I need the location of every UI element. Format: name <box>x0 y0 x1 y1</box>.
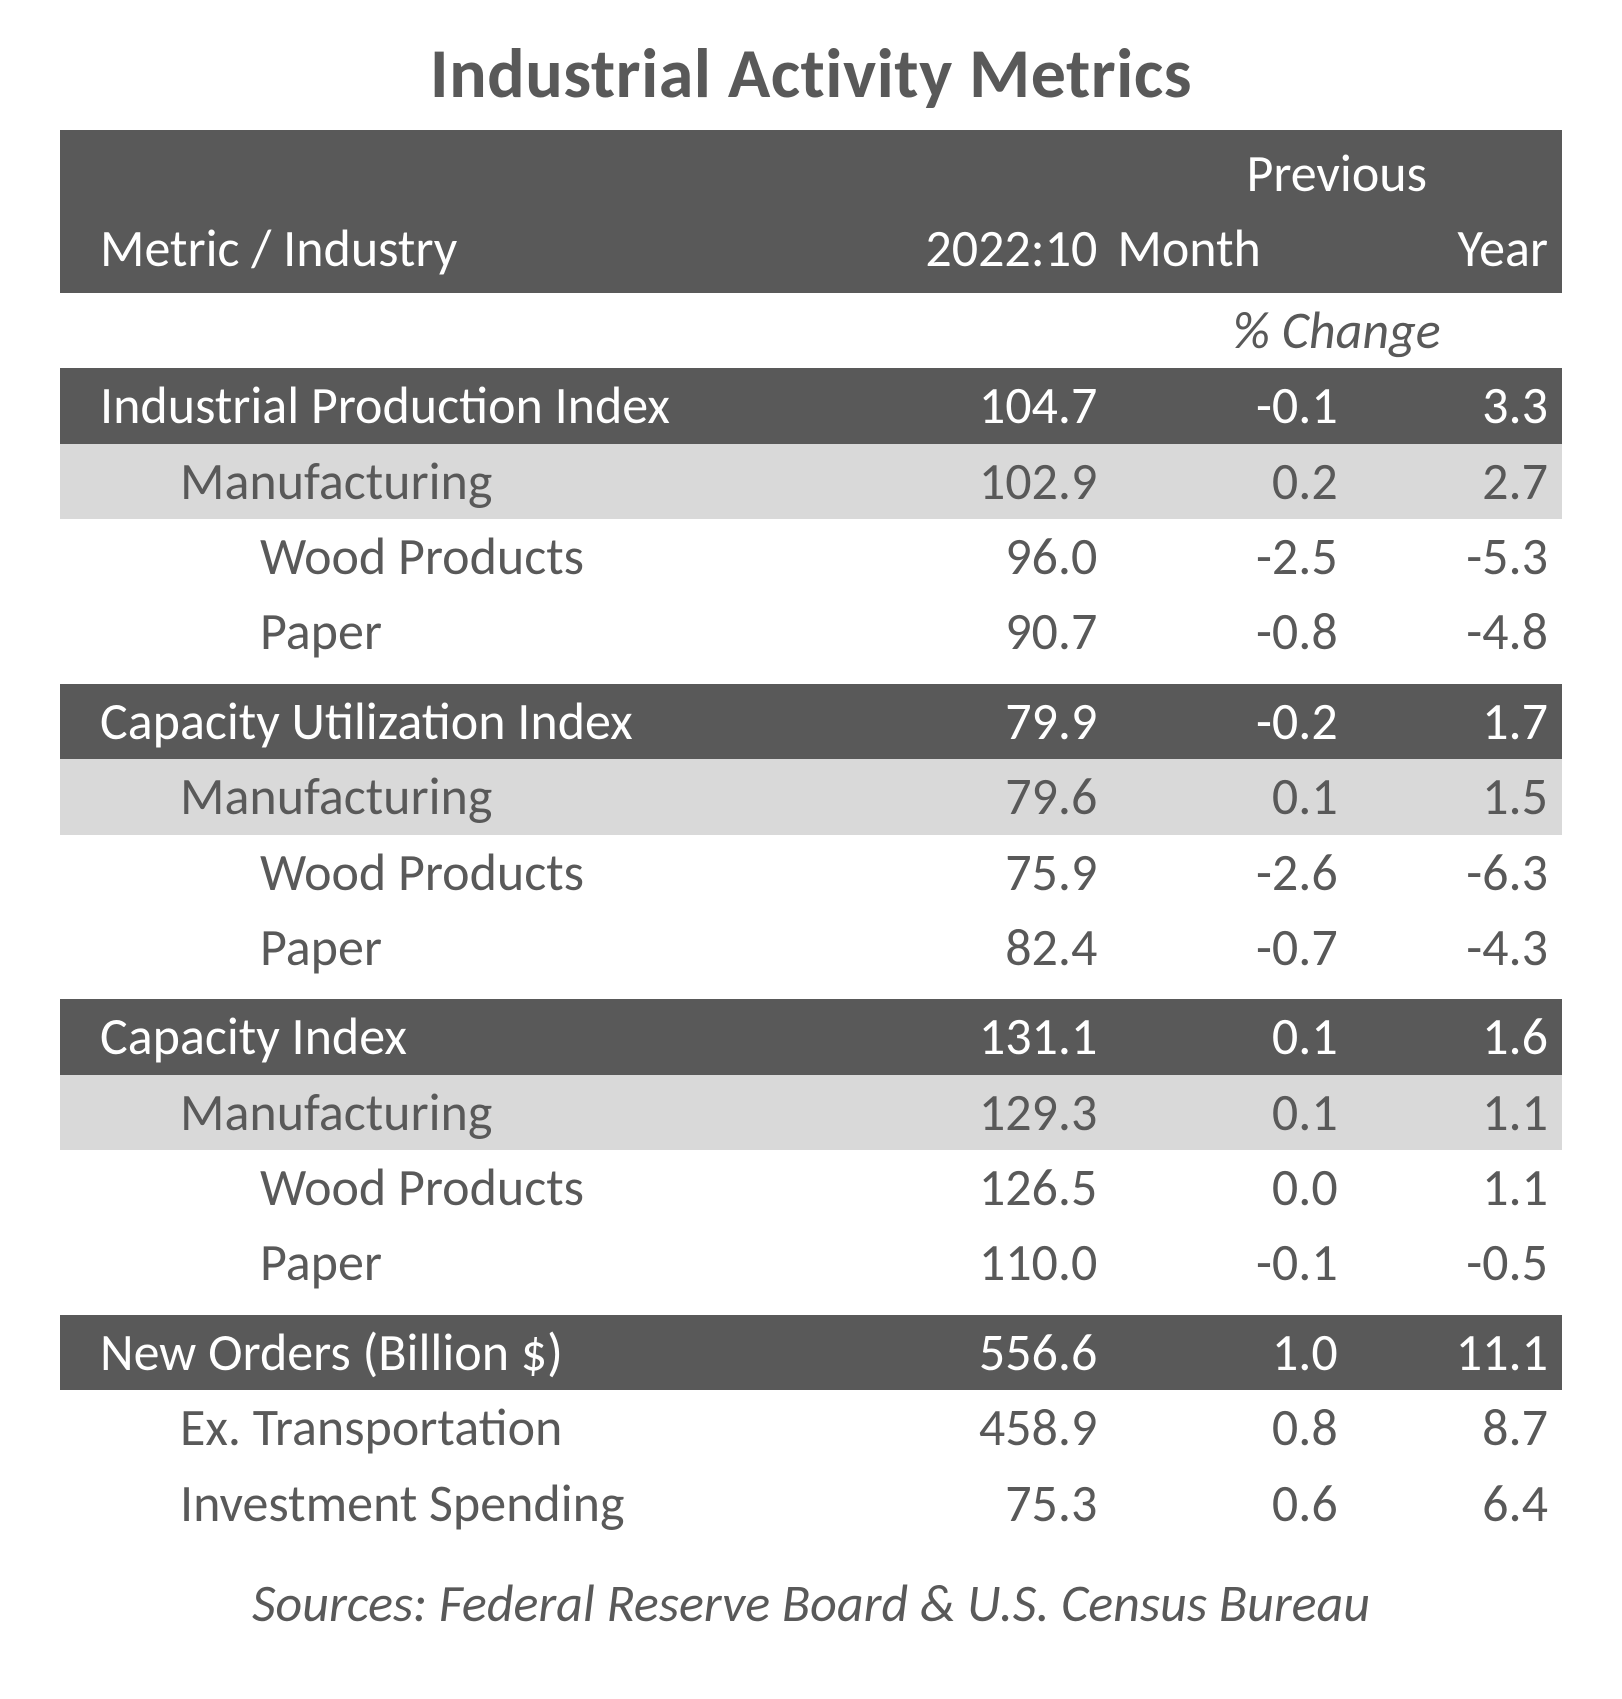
spacer-row <box>60 1301 1562 1315</box>
row-prev-year: -5.3 <box>1352 519 1562 594</box>
row-prev-year: 1.1 <box>1352 1150 1562 1225</box>
col-previous-group: Previous <box>1111 130 1562 211</box>
metrics-table: Previous Metric / Industry 2022:10 Month… <box>60 130 1562 1541</box>
row-prev-year: 1.1 <box>1352 1075 1562 1150</box>
row-value: 131.1 <box>841 999 1111 1074</box>
table-row: New Orders (Billion $)556.61.011.1 <box>60 1315 1562 1390</box>
table-row: Manufacturing79.60.11.5 <box>60 759 1562 834</box>
source-note: Sources: Federal Reserve Board & U.S. Ce… <box>60 1571 1562 1635</box>
row-value: 82.4 <box>841 910 1111 985</box>
metrics-table-figure: Industrial Activity Metrics Previous Met… <box>0 0 1622 1675</box>
row-prev-year: -0.5 <box>1352 1225 1562 1300</box>
row-label: Industrial Production Index <box>60 368 841 443</box>
table-title: Industrial Activity Metrics <box>60 30 1562 116</box>
row-value: 129.3 <box>841 1075 1111 1150</box>
table-row: Wood Products75.9-2.6-6.3 <box>60 835 1562 910</box>
row-prev-month: -2.5 <box>1111 519 1351 594</box>
row-label: Capacity Index <box>60 999 841 1074</box>
row-label: Investment Spending <box>60 1466 841 1541</box>
row-value: 79.6 <box>841 759 1111 834</box>
row-prev-year: -6.3 <box>1352 835 1562 910</box>
table-row: Wood Products126.50.01.1 <box>60 1150 1562 1225</box>
row-prev-month: -0.7 <box>1111 910 1351 985</box>
row-label: Paper <box>60 910 841 985</box>
row-value: 96.0 <box>841 519 1111 594</box>
row-label: Manufacturing <box>60 759 841 834</box>
row-value: 556.6 <box>841 1315 1111 1390</box>
row-label: Wood Products <box>60 519 841 594</box>
table-row: Wood Products96.0-2.5-5.3 <box>60 519 1562 594</box>
row-label: Paper <box>60 1225 841 1300</box>
col-period: 2022:10 <box>841 211 1111 292</box>
row-prev-year: -4.3 <box>1352 910 1562 985</box>
row-prev-year: 1.6 <box>1352 999 1562 1074</box>
row-prev-year: 6.4 <box>1352 1466 1562 1541</box>
table-row: Manufacturing129.30.11.1 <box>60 1075 1562 1150</box>
row-value: 458.9 <box>841 1390 1111 1465</box>
row-label: Capacity Utilization Index <box>60 684 841 759</box>
header-row-1: Previous <box>60 130 1562 211</box>
row-value: 79.9 <box>841 684 1111 759</box>
row-prev-month: -0.1 <box>1111 368 1351 443</box>
row-prev-year: 8.7 <box>1352 1390 1562 1465</box>
row-value: 110.0 <box>841 1225 1111 1300</box>
table-row: Industrial Production Index104.7-0.13.3 <box>60 368 1562 443</box>
row-prev-month: -0.2 <box>1111 684 1351 759</box>
table-row: Capacity Utilization Index79.9-0.21.7 <box>60 684 1562 759</box>
row-label: New Orders (Billion $) <box>60 1315 841 1390</box>
row-prev-year: 1.7 <box>1352 684 1562 759</box>
row-prev-month: 0.1 <box>1111 999 1351 1074</box>
row-label: Paper <box>60 594 841 669</box>
col-prev-year: Year <box>1352 211 1562 292</box>
col-prev-month: Month <box>1111 211 1351 292</box>
table-row: Paper110.0-0.1-0.5 <box>60 1225 1562 1300</box>
row-prev-month: -2.6 <box>1111 835 1351 910</box>
pct-change-label: % Change <box>1111 293 1562 368</box>
row-value: 104.7 <box>841 368 1111 443</box>
spacer-row <box>60 670 1562 684</box>
row-value: 90.7 <box>841 594 1111 669</box>
table-row: Ex. Transportation458.90.88.7 <box>60 1390 1562 1465</box>
row-label: Manufacturing <box>60 1075 841 1150</box>
row-prev-year: 1.5 <box>1352 759 1562 834</box>
row-prev-month: 0.1 <box>1111 1075 1351 1150</box>
row-label: Ex. Transportation <box>60 1390 841 1465</box>
col-metric-label: Metric / Industry <box>60 211 841 292</box>
row-prev-month: -0.8 <box>1111 594 1351 669</box>
table-row: Investment Spending75.30.66.4 <box>60 1466 1562 1541</box>
row-value: 126.5 <box>841 1150 1111 1225</box>
row-prev-month: 0.0 <box>1111 1150 1351 1225</box>
header-row-2: Metric / Industry 2022:10 Month Year <box>60 211 1562 292</box>
row-prev-month: 0.2 <box>1111 444 1351 519</box>
row-label: Manufacturing <box>60 444 841 519</box>
pct-change-row: % Change <box>60 293 1562 368</box>
row-prev-month: 0.1 <box>1111 759 1351 834</box>
table-row: Paper82.4-0.7-4.3 <box>60 910 1562 985</box>
table-row: Paper90.7-0.8-4.8 <box>60 594 1562 669</box>
row-prev-month: 0.8 <box>1111 1390 1351 1465</box>
table-row: Manufacturing102.90.22.7 <box>60 444 1562 519</box>
row-value: 102.9 <box>841 444 1111 519</box>
table-row: Capacity Index131.10.11.6 <box>60 999 1562 1074</box>
row-prev-year: 2.7 <box>1352 444 1562 519</box>
row-prev-year: 3.3 <box>1352 368 1562 443</box>
row-value: 75.3 <box>841 1466 1111 1541</box>
spacer-row <box>60 985 1562 999</box>
row-prev-month: 0.6 <box>1111 1466 1351 1541</box>
row-value: 75.9 <box>841 835 1111 910</box>
row-prev-year: -4.8 <box>1352 594 1562 669</box>
row-label: Wood Products <box>60 1150 841 1225</box>
row-prev-month: -0.1 <box>1111 1225 1351 1300</box>
row-prev-month: 1.0 <box>1111 1315 1351 1390</box>
row-label: Wood Products <box>60 835 841 910</box>
row-prev-year: 11.1 <box>1352 1315 1562 1390</box>
